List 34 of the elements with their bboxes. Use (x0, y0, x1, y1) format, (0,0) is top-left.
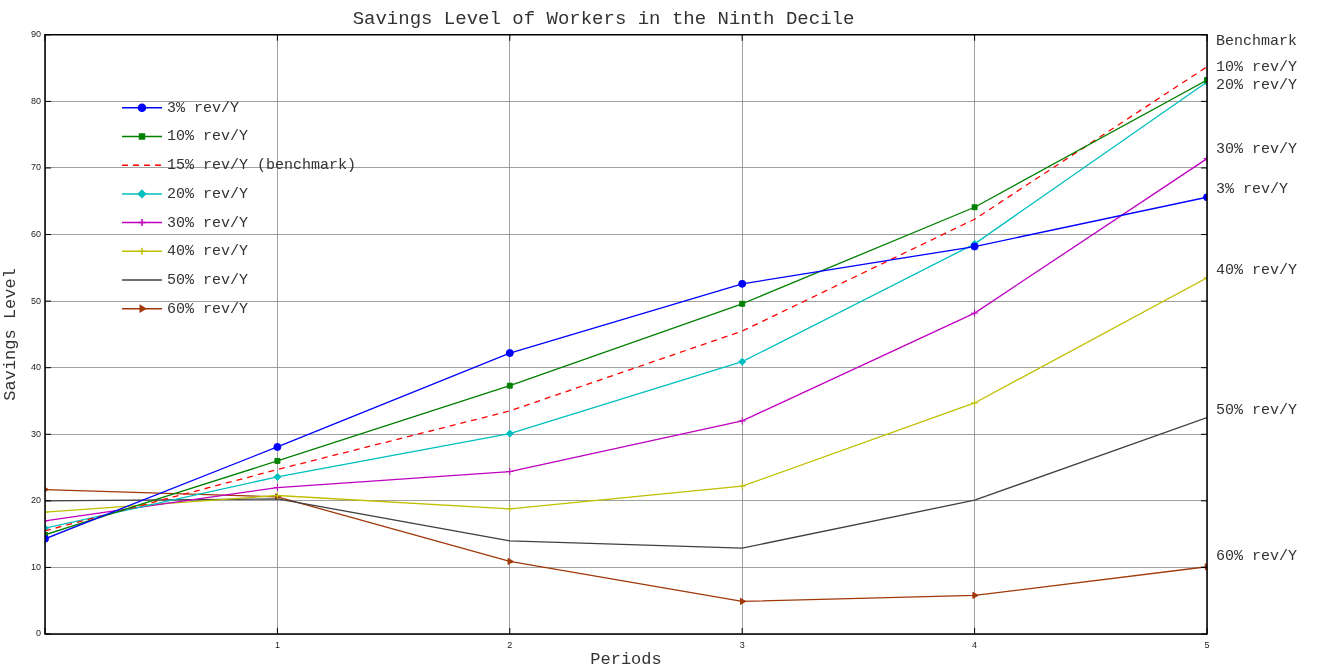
y-tick-label: 90 (30, 29, 41, 40)
text: 50% rev/Y (1216, 401, 1298, 419)
y-tick-label: 70 (30, 162, 41, 173)
chart-title: Savings Level of Workers in the Ninth Decile (352, 8, 855, 31)
y-tick-label: 20 (30, 495, 41, 506)
x-tick-label: 4 (972, 639, 978, 650)
legend-label: 40% rev/Y (167, 243, 249, 261)
text: 60% rev/Y (1216, 548, 1298, 566)
y-tick-label: 0 (35, 628, 41, 639)
y-tick-label: 30 (30, 428, 41, 439)
text: 3% rev/Y (1216, 180, 1289, 198)
legend-label: 50% rev/Y (167, 271, 249, 289)
x-tick-label: 1 (274, 639, 280, 650)
y-tick-label: 10 (30, 561, 41, 572)
x-tick-label: 2 (507, 639, 513, 650)
text: 40% rev/Y (1216, 261, 1298, 279)
text: 30% rev/Y (1216, 140, 1298, 158)
legend-label: 3% rev/Y (167, 99, 240, 117)
x-tick-label: 3 (739, 639, 745, 650)
y-tick-label: 50 (30, 295, 41, 306)
legend-label: 15% rev/Y (benchmark) (167, 157, 357, 175)
text: Benchmark (1216, 32, 1298, 50)
legend-label: 20% rev/Y (167, 185, 249, 203)
legend-label: 30% rev/Y (167, 214, 249, 232)
y-axis-title: Savings Level (0, 268, 20, 401)
legend-label: 10% rev/Y (167, 128, 249, 146)
x-axis-title: Periods (590, 650, 662, 670)
y-tick-label: 80 (30, 95, 41, 106)
text: 10% rev/Y (1216, 58, 1298, 76)
y-tick-label: 60 (30, 229, 41, 240)
x-tick-label: 5 (1204, 639, 1210, 650)
legend-label: 60% rev/Y (167, 300, 249, 318)
text: 20% rev/Y (1216, 76, 1298, 94)
y-tick-label: 40 (30, 362, 41, 373)
